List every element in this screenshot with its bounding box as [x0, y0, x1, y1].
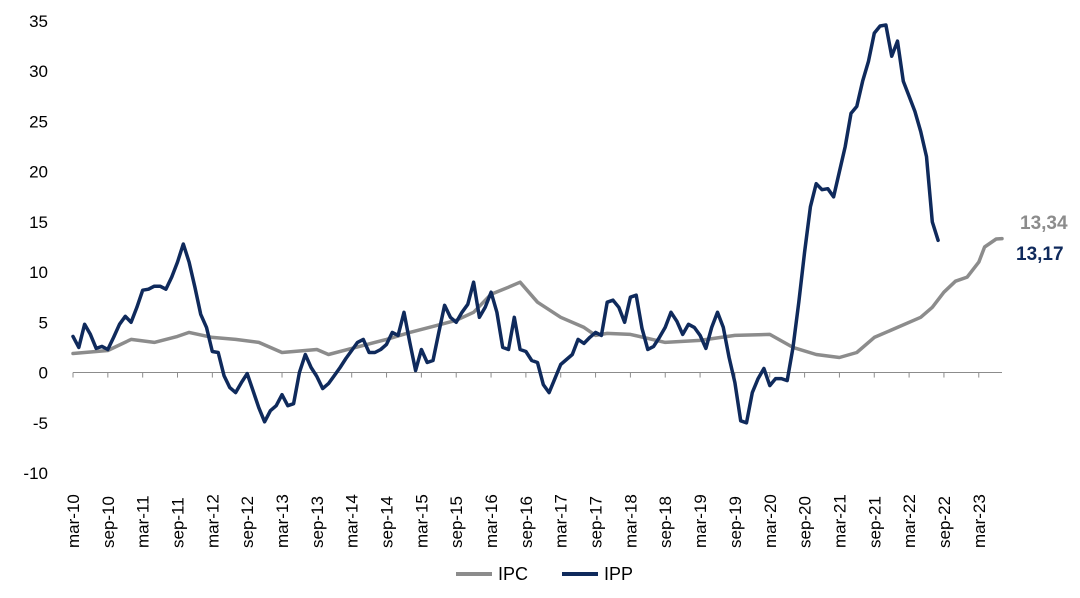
y-tick-label: 35 [29, 12, 48, 31]
series-line-ipp [71, 23, 940, 425]
x-tick-label: mar-22 [900, 494, 919, 548]
x-tick-label: sep-16 [517, 496, 536, 548]
y-tick-label: -5 [33, 414, 48, 433]
x-tick-label: sep-20 [796, 496, 815, 548]
x-tick-label: mar-17 [552, 494, 571, 548]
y-tick-label: 15 [29, 213, 48, 232]
x-tick-label: sep-14 [378, 496, 397, 548]
x-tick-label: mar-19 [691, 494, 710, 548]
legend-item-ipc: IPC [456, 564, 528, 584]
y-tick-label: 25 [29, 112, 48, 131]
legend-label-ipp: IPP [604, 564, 633, 584]
x-tick-label: sep-11 [169, 497, 188, 548]
x-axis: mar-10 sep-10 mar-11 sep-11 mar-12 sep-12 mar-… [64, 372, 1002, 548]
x-tick-label: mar-13 [273, 494, 292, 548]
x-tick-label: sep-21 [865, 496, 884, 548]
legend-label-ipc: IPC [498, 564, 528, 584]
end-labels: 13,34 13,17 [1016, 213, 1068, 265]
x-tick-label: sep-22 [935, 496, 954, 548]
x-tick-label: mar-16 [482, 494, 501, 548]
y-tick-label: 10 [29, 263, 48, 282]
x-tick-label: mar-18 [621, 494, 640, 548]
x-tick-label: mar-23 [970, 494, 989, 548]
x-tick-label: sep-13 [308, 496, 327, 548]
x-tick-label: mar-11 [134, 495, 153, 548]
x-tick-label: sep-15 [447, 496, 466, 548]
y-tick-label: -10 [23, 464, 48, 483]
x-tick-label: mar-14 [343, 494, 362, 548]
series-layer [71, 23, 1004, 425]
y-tick-label: 0 [39, 364, 48, 383]
end-label-ipc: 13,34 [1020, 213, 1068, 234]
legend: IPC IPP [456, 564, 633, 584]
x-tick-label: mar-12 [203, 494, 222, 548]
x-tick-label: sep-10 [99, 496, 118, 548]
x-tick-label: sep-12 [238, 496, 257, 548]
end-label-ipp: 13,17 [1016, 244, 1064, 265]
x-tick-label: mar-15 [412, 494, 431, 548]
y-tick-label: 30 [29, 62, 48, 81]
x-tick-label: sep-17 [587, 496, 606, 548]
y-tick-label: 20 [29, 163, 48, 182]
x-tick-label: mar-10 [64, 494, 83, 548]
series-line-ipc [71, 236, 1004, 360]
x-tick-label: sep-19 [726, 496, 745, 548]
x-tick-label: sep-18 [656, 496, 675, 548]
y-axis: 35 30 25 20 15 10 5 0 -5 -10 [23, 12, 48, 483]
x-tick-label: mar-20 [761, 494, 780, 548]
y-tick-label: 5 [39, 313, 48, 332]
legend-item-ipp: IPP [562, 564, 633, 584]
x-tick-label: mar-21 [830, 494, 849, 548]
